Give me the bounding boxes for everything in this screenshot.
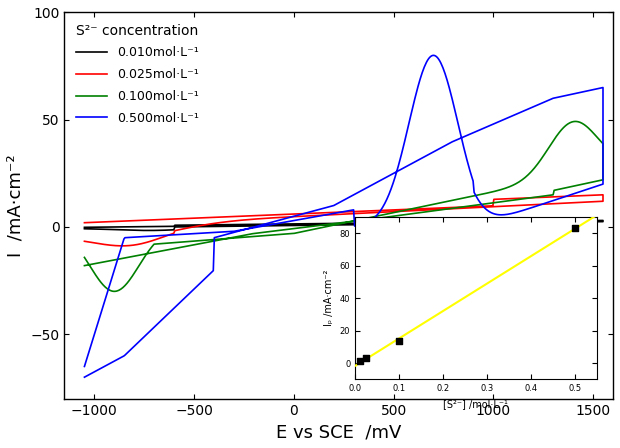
Line: 0.025mol·L⁻¹: 0.025mol·L⁻¹ [84,195,603,246]
0.100mol·L⁻¹ [288,226,296,232]
0.025mol·L⁻¹ [539,202,546,207]
0.025mol·L⁻¹ [81,239,88,244]
0.100mol·L⁻¹ [502,185,509,191]
0.100mol·L⁻¹ [404,212,411,217]
0.025mol·L⁻¹ [308,211,315,216]
Line: 0.500mol·L⁻¹: 0.500mol·L⁻¹ [84,56,603,377]
0.100mol·L⁻¹ [571,119,578,124]
0.010mol·L⁻¹ [308,221,315,226]
0.010mol·L⁻¹ [600,218,607,223]
0.100mol·L⁻¹ [111,289,118,294]
0.010mol·L⁻¹ [81,226,88,232]
Legend: 0.010mol·L⁻¹, 0.025mol·L⁻¹, 0.100mol·L⁻¹, 0.500mol·L⁻¹: 0.010mol·L⁻¹, 0.025mol·L⁻¹, 0.100mol·L⁻¹… [71,19,204,129]
0.100mol·L⁻¹ [308,224,315,229]
0.500mol·L⁻¹ [290,214,297,219]
0.100mol·L⁻¹ [539,154,546,159]
0.100mol·L⁻¹ [188,239,195,244]
0.100mol·L⁻¹ [81,263,88,268]
0.500mol·L⁻¹ [308,209,316,214]
0.100mol·L⁻¹ [81,255,88,260]
Line: 0.010mol·L⁻¹: 0.010mol·L⁻¹ [84,220,603,230]
0.500mol·L⁻¹ [539,201,546,207]
0.010mol·L⁻¹ [502,220,509,225]
0.500mol·L⁻¹ [430,53,437,58]
0.010mol·L⁻¹ [404,220,411,225]
0.010mol·L⁻¹ [288,221,296,227]
0.010mol·L⁻¹ [81,224,88,230]
0.025mol·L⁻¹ [502,203,509,209]
0.025mol·L⁻¹ [404,207,411,212]
Line: 0.100mol·L⁻¹: 0.100mol·L⁻¹ [84,121,603,291]
0.025mol·L⁻¹ [118,243,126,249]
0.025mol·L⁻¹ [600,192,607,198]
0.025mol·L⁻¹ [81,220,88,225]
0.500mol·L⁻¹ [187,231,194,237]
0.010mol·L⁻¹ [144,228,151,233]
Y-axis label: I  /mA·cm⁻²: I /mA·cm⁻² [7,154,25,257]
0.010mol·L⁻¹ [539,220,546,225]
0.010mol·L⁻¹ [188,224,195,229]
0.025mol·L⁻¹ [188,224,195,230]
0.500mol·L⁻¹ [405,163,412,168]
X-axis label: E vs SCE  /mV: E vs SCE /mV [276,423,401,441]
0.500mol·L⁻¹ [81,364,88,369]
0.500mol·L⁻¹ [502,212,509,217]
0.500mol·L⁻¹ [81,375,88,380]
0.025mol·L⁻¹ [288,211,296,217]
